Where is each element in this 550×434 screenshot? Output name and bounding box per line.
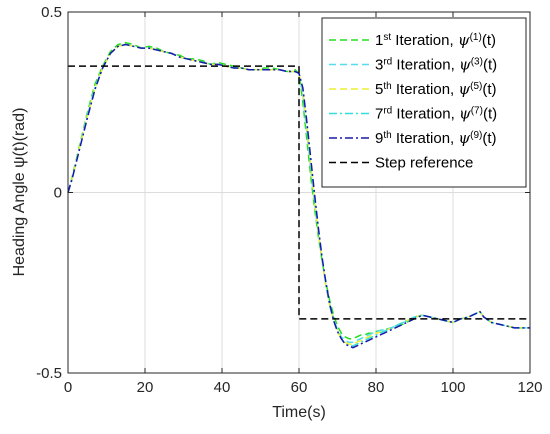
legend-label-mid: Iteration,	[391, 32, 458, 49]
legend-label-psisup: (1)	[470, 32, 482, 43]
x-axis-label: Time(s)	[272, 404, 326, 421]
legend-item: 7rd Iteration, ψ(7)(t)	[329, 105, 497, 123]
legend-items: 1st Iteration, ψ(1)(t)3rd Iteration, ψ(3…	[329, 31, 497, 172]
legend-label: 3rd Iteration, ψ(3)(t)	[375, 56, 497, 74]
axis-ticks	[67, 11, 531, 374]
legend-label-psi: ψ	[459, 56, 471, 74]
legend-label-suffix: (t)	[483, 106, 497, 123]
legend-label-prefix: 5	[375, 81, 383, 98]
legend-label-psi: ψ	[458, 129, 470, 147]
legend-label: Step reference	[375, 155, 473, 172]
legend-item: 3rd Iteration, ψ(3)(t)	[329, 56, 497, 74]
legend-label-mid: Iteration,	[392, 81, 459, 98]
legend-label: 1st Iteration, ψ(1)(t)	[375, 31, 496, 49]
legend-label-mid: Iteration,	[392, 106, 459, 123]
legend-label-suffix: (t)	[482, 130, 496, 147]
x-tick-labels: 0 20 40 60 80 100 120	[64, 379, 543, 396]
legend-label-sup: th	[383, 81, 391, 92]
legend-label-prefix: 9	[375, 130, 383, 147]
x-tick-label: 80	[368, 379, 385, 396]
legend-label: 5th Iteration, ψ(5)(t)	[375, 80, 497, 98]
legend-label-psisup: (7)	[471, 105, 483, 116]
y-tick-label: -0.5	[36, 365, 62, 382]
legend-label-psisup: (3)	[471, 56, 483, 67]
legend-label-mid: Iteration,	[392, 57, 459, 74]
legend-label-suffix: (t)	[483, 57, 497, 74]
y-tick-label: 0	[54, 185, 62, 202]
legend-box	[321, 17, 527, 188]
legend-label: 9th Iteration, ψ(9)(t)	[375, 129, 497, 147]
legend-item: 5th Iteration, ψ(5)(t)	[329, 80, 497, 98]
legend-label-sup: rd	[383, 56, 392, 67]
legend-label-suffix: (t)	[482, 32, 496, 49]
legend-item: 1st Iteration, ψ(1)(t)	[329, 31, 496, 49]
y-tick-label: 0.5	[41, 4, 62, 21]
x-tick-label: 60	[291, 379, 308, 396]
legend-label-prefix: 3	[375, 57, 383, 74]
series-line-1	[67, 41, 530, 340]
legend-label-prefix: 1	[375, 32, 383, 49]
legend-label-sup: rd	[383, 105, 392, 116]
legend-item: 9th Iteration, ψ(9)(t)	[329, 129, 497, 147]
series-line-5	[67, 43, 530, 349]
legend-label-sup: th	[383, 130, 391, 141]
legend-label: 7rd Iteration, ψ(7)(t)	[375, 105, 497, 123]
x-tick-label: 0	[64, 379, 72, 396]
legend-label-psi: ψ	[458, 31, 470, 49]
y-tick-labels: -0.5 0 0.5	[36, 4, 62, 382]
series-lines	[67, 41, 530, 349]
legend-label-psisup: (9)	[470, 130, 482, 141]
x-tick-label: 20	[137, 379, 154, 396]
x-tick-label: 100	[440, 379, 465, 396]
legend-label-mid: Iteration,	[392, 130, 459, 147]
legend-label-psi: ψ	[459, 105, 471, 123]
legend-label-psisup: (5)	[470, 81, 482, 92]
legend-label-psi: ψ	[458, 80, 470, 98]
series-line-6	[68, 65, 530, 320]
legend-label-sup: st	[383, 32, 391, 43]
legend-label-suffix: (t)	[482, 81, 496, 98]
legend: 1st Iteration, ψ(1)(t)3rd Iteration, ψ(3…	[321, 17, 527, 188]
x-tick-label: 120	[517, 379, 542, 396]
legend-item: Step reference	[329, 155, 473, 172]
legend-label-prefix: 7	[375, 106, 383, 123]
x-tick-label: 40	[214, 379, 231, 396]
y-axis-label: Heading Angle ψ(t)(rad)	[11, 108, 28, 277]
